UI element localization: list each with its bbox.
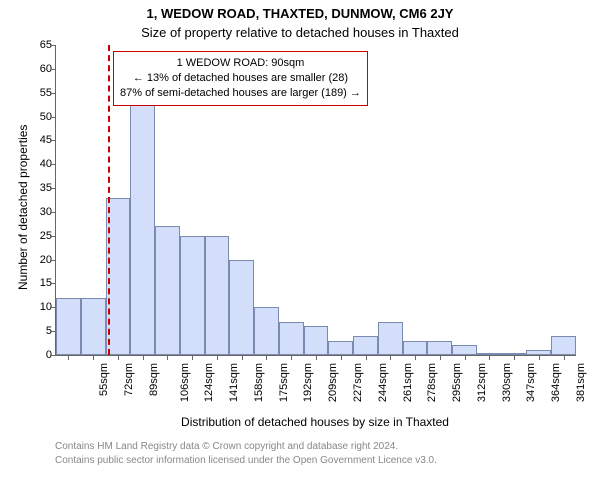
histogram-bar	[180, 236, 205, 355]
x-tick-mark	[390, 355, 391, 360]
histogram-bar	[403, 341, 428, 355]
y-axis-label: Number of detached properties	[16, 125, 30, 290]
x-tick-label: 89sqm	[148, 363, 160, 396]
x-tick-mark	[415, 355, 416, 360]
x-tick-label: 72sqm	[123, 363, 135, 396]
y-tick-mark	[51, 117, 56, 118]
annotation-line-3: 87% of semi-detached houses are larger (…	[120, 86, 361, 101]
x-tick-mark	[440, 355, 441, 360]
x-tick-mark	[316, 355, 317, 360]
x-tick-label: 364sqm	[550, 363, 562, 402]
footer-line-2: Contains public sector information licen…	[55, 454, 437, 468]
x-tick-label: 158sqm	[253, 363, 265, 402]
x-tick-label: 261sqm	[402, 363, 414, 402]
x-axis-label: Distribution of detached houses by size …	[55, 415, 575, 429]
x-tick-mark	[242, 355, 243, 360]
x-tick-label: 209sqm	[327, 363, 339, 402]
histogram-bar	[130, 102, 155, 355]
annotation-line-1: 1 WEDOW ROAD: 90sqm	[120, 56, 361, 71]
y-tick-mark	[51, 45, 56, 46]
x-tick-label: 278sqm	[426, 363, 438, 402]
histogram-bar	[56, 298, 81, 355]
x-tick-label: 312sqm	[476, 363, 488, 402]
histogram-bar	[328, 341, 353, 355]
y-tick-mark	[51, 260, 56, 261]
annotation-line-2: ← 13% of detached houses are smaller (28…	[120, 71, 361, 86]
x-tick-mark	[465, 355, 466, 360]
x-tick-mark	[341, 355, 342, 360]
y-tick-mark	[51, 283, 56, 284]
x-tick-label: 106sqm	[179, 363, 191, 402]
x-tick-label: 381sqm	[575, 363, 587, 402]
x-tick-label: 55sqm	[98, 363, 110, 396]
x-tick-mark	[167, 355, 168, 360]
histogram-bar	[304, 326, 329, 355]
y-tick-mark	[51, 140, 56, 141]
histogram-bar	[551, 336, 576, 355]
footer-attribution: Contains HM Land Registry data © Crown c…	[55, 440, 437, 467]
histogram-bar	[378, 322, 403, 355]
x-tick-mark	[291, 355, 292, 360]
histogram-bar	[353, 336, 378, 355]
x-tick-label: 347sqm	[525, 363, 537, 402]
histogram-bar	[254, 307, 279, 355]
x-tick-label: 295sqm	[451, 363, 463, 402]
x-tick-mark	[366, 355, 367, 360]
x-tick-mark	[564, 355, 565, 360]
histogram-bar	[279, 322, 304, 355]
page-subtitle: Size of property relative to detached ho…	[0, 25, 600, 40]
x-tick-mark	[118, 355, 119, 360]
page-title: 1, WEDOW ROAD, THAXTED, DUNMOW, CM6 2JY	[0, 6, 600, 21]
footer-line-1: Contains HM Land Registry data © Crown c…	[55, 440, 437, 454]
histogram-bar	[205, 236, 230, 355]
x-tick-mark	[539, 355, 540, 360]
reference-marker-line	[108, 45, 110, 355]
y-tick-mark	[51, 212, 56, 213]
x-tick-mark	[217, 355, 218, 360]
x-tick-mark	[68, 355, 69, 360]
histogram-bar	[427, 341, 452, 355]
x-tick-label: 227sqm	[352, 363, 364, 402]
x-tick-label: 175sqm	[278, 363, 290, 402]
y-tick-mark	[51, 93, 56, 94]
x-tick-label: 192sqm	[303, 363, 315, 402]
annotation-box: 1 WEDOW ROAD: 90sqm ← 13% of detached ho…	[113, 51, 368, 106]
y-tick-mark	[51, 355, 56, 356]
x-tick-mark	[489, 355, 490, 360]
histogram-bar	[81, 298, 106, 355]
histogram-bar	[155, 226, 180, 355]
x-tick-mark	[514, 355, 515, 360]
x-tick-label: 141sqm	[228, 363, 240, 402]
x-tick-label: 124sqm	[204, 363, 216, 402]
histogram-bar	[452, 345, 477, 355]
histogram-bar	[229, 260, 254, 355]
x-tick-mark	[266, 355, 267, 360]
x-tick-mark	[93, 355, 94, 360]
y-tick-mark	[51, 164, 56, 165]
x-tick-mark	[192, 355, 193, 360]
x-tick-label: 330sqm	[501, 363, 513, 402]
y-tick-mark	[51, 236, 56, 237]
x-tick-label: 244sqm	[377, 363, 389, 402]
y-tick-mark	[51, 188, 56, 189]
y-tick-mark	[51, 69, 56, 70]
x-tick-mark	[143, 355, 144, 360]
